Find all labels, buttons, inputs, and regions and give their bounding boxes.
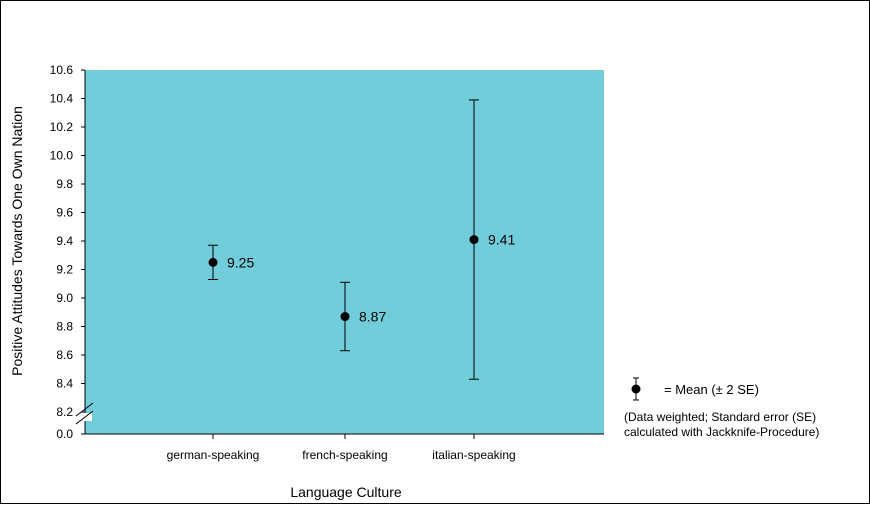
- mean-point: [469, 235, 479, 245]
- legend-label: = Mean (± 2 SE): [664, 382, 759, 397]
- data-label: 9.41: [488, 232, 515, 248]
- y-axis-title: Positive Attitudes Towards One Own Natio…: [9, 106, 25, 376]
- x-category-label: french-speaking: [302, 448, 387, 462]
- legend-note-line2: calculated with Jackknife-Procedure): [624, 425, 819, 439]
- x-category-label: german-speaking: [167, 448, 260, 462]
- y-tick-label: 9.6: [56, 206, 73, 220]
- data-label: 9.25: [227, 254, 254, 270]
- y-tick-label: 8.8: [56, 320, 73, 334]
- y-tick-label: 9.4: [56, 234, 73, 248]
- axis-break-mark: [75, 402, 94, 417]
- legend-note-line1: (Data weighted; Standard error (SE): [624, 410, 816, 424]
- mean-point: [340, 312, 350, 322]
- axis-break-mark: [75, 410, 94, 425]
- y-tick-label: 9.8: [56, 177, 73, 191]
- y-tick-label: 8.2: [56, 405, 73, 419]
- y-tick-label: 10.2: [50, 120, 74, 134]
- x-category-label: italian-speaking: [432, 448, 515, 462]
- legend: = Mean (± 2 SE) (Data weighted; Standard…: [624, 377, 819, 439]
- mean-point: [208, 257, 218, 267]
- plot-area: [85, 70, 604, 434]
- legend-mean-marker: [631, 384, 641, 394]
- data-label: 8.87: [359, 309, 386, 325]
- y-tick-label: 9.2: [56, 263, 73, 277]
- y-tick-label: 8.6: [56, 348, 73, 362]
- y-tick-label: 0.0: [56, 427, 73, 441]
- y-tick-label: 10.0: [50, 149, 74, 163]
- y-tick-label: 10.4: [50, 92, 74, 106]
- x-axis-title: Language Culture: [290, 484, 402, 500]
- y-tick-label: 8.4: [56, 377, 73, 391]
- y-tick-label: 9.0: [56, 291, 73, 305]
- y-tick-label: 10.6: [50, 63, 74, 77]
